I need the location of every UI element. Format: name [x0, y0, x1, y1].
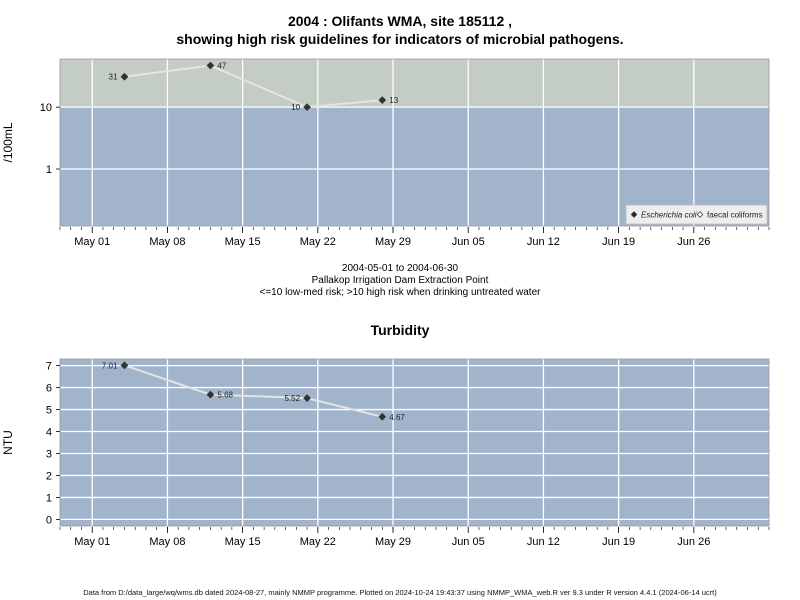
chart-legend: Escherichia coli faecal coliforms	[625, 204, 768, 225]
data-label: 31	[109, 73, 118, 82]
y-tick-label: 2	[46, 470, 52, 482]
x-tick-label: May 01	[74, 236, 110, 248]
data-point	[206, 390, 215, 399]
data-label: 47	[217, 62, 226, 71]
data-point	[378, 412, 387, 421]
x-tick-label: May 08	[149, 236, 185, 248]
data-point	[120, 72, 129, 81]
y-tick-label: 5	[46, 405, 52, 417]
data-label: 10	[291, 103, 300, 112]
chart-subtitle: 2004-05-01 to 2004-06-30 Pallakop Irriga…	[0, 263, 800, 299]
x-tick-label: May 15	[225, 236, 261, 248]
x-tick-label: Jun 26	[677, 536, 710, 548]
subtitle-date-range: 2004-05-01 to 2004-06-30	[341, 263, 459, 274]
y-tick-label: 6	[46, 383, 52, 395]
x-tick-label: Jun 05	[452, 536, 485, 548]
x-tick-label: May 15	[225, 536, 261, 548]
x-tick-label: Jun 05	[452, 236, 485, 248]
chart-title-line-1: 2004 : Olifants WMA, site 185112 ,	[287, 13, 513, 29]
legend-box	[625, 204, 768, 225]
plot-background	[60, 359, 769, 526]
x-tick-label: Jun 12	[527, 236, 560, 248]
y-tick-label: 7	[46, 361, 52, 373]
data-point	[303, 103, 311, 112]
x-tick-label: May 29	[375, 536, 411, 548]
data-label: 5.52	[284, 394, 300, 403]
data-point	[303, 394, 311, 402]
y-tick-label: 0	[46, 514, 52, 526]
y-tick-label: 10	[40, 102, 52, 114]
turbidity-chart: 0 1 2 3 4 5 6 7 May 01 May 08 May 15 May 22 May 29 Ju…	[1, 358, 770, 548]
footer-note: Data from D:/data_large/wq/wms.db dated …	[83, 588, 717, 597]
x-tick-label: May 22	[300, 236, 336, 248]
legend-label-faecal: faecal coliforms	[707, 211, 763, 220]
y-tick-label: 1	[46, 492, 52, 504]
legend-label-ecoli: Escherichia coli	[641, 211, 697, 220]
x-tick-label: Jun 26	[677, 236, 710, 248]
legend-faecal-icon	[696, 211, 704, 218]
y-tick-label: 1	[46, 164, 52, 176]
x-tick-label: May 22	[300, 536, 336, 548]
plot-frame	[59, 58, 770, 227]
data-point	[206, 61, 215, 70]
plot-frame	[59, 358, 770, 527]
y-axis-label: /100mL	[1, 122, 15, 162]
x-tick-label: Jun 12	[527, 536, 560, 548]
legend-ecoli-icon	[630, 211, 638, 218]
data-label: 7.01	[102, 361, 118, 370]
data-point	[120, 361, 129, 370]
x-tick-label: May 08	[149, 536, 185, 548]
y-tick-label: 3	[46, 448, 52, 460]
data-point	[378, 96, 387, 104]
y-tick-label: 4	[46, 427, 52, 439]
y-axis-label: NTU	[1, 430, 15, 455]
high-risk-band	[60, 59, 769, 108]
chart-title-line-2: showing high risk guidelines for indicat…	[176, 31, 624, 47]
subtitle-risk-note: <=10 low-med risk; >10 high risk when dr…	[259, 287, 541, 298]
microbial-chart: 1 10 May 01 May 08 May 15 May 22 May 29 Jun 05 J…	[1, 58, 770, 248]
x-tick-label: May 29	[375, 236, 411, 248]
x-tick-label: Jun 19	[602, 536, 635, 548]
turbidity-title: Turbidity	[370, 322, 430, 338]
data-label: 4.67	[389, 413, 405, 422]
series-line	[124, 64, 383, 109]
x-tick-label: Jun 19	[602, 236, 635, 248]
data-label: 13	[389, 96, 398, 105]
series-line	[124, 364, 383, 418]
subtitle-site-name: Pallakop Irrigation Dam Extraction Point	[311, 275, 489, 286]
x-tick-label: May 01	[74, 536, 110, 548]
data-label: 5.68	[217, 391, 233, 400]
